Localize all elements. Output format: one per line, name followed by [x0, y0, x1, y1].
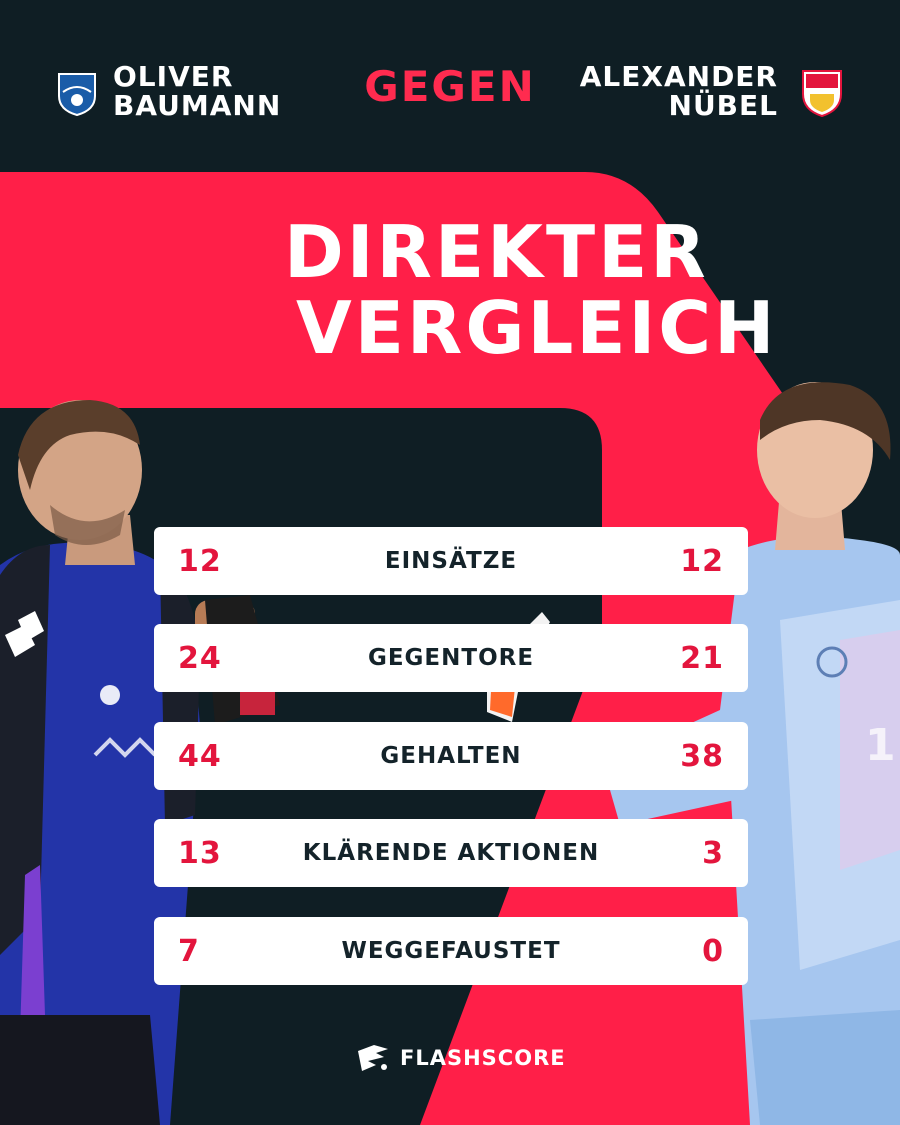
stat-left-value: 12	[178, 543, 222, 579]
stat-row-appearances: 12 EINSÄTZE 12	[154, 527, 748, 595]
stat-left-value: 13	[178, 835, 222, 871]
right-player-first-name: ALEXANDER	[579, 60, 778, 93]
stat-label: WEGGEFAUSTET	[341, 938, 561, 964]
page-title: DIREKTER VERGLEICH	[270, 210, 778, 370]
flashscore-logo-icon	[358, 1045, 388, 1071]
svg-text:1: 1	[865, 720, 896, 771]
stat-right-value: 3	[702, 835, 724, 871]
stat-label: EINSÄTZE	[384, 548, 518, 574]
stat-row-goals-conceded: 24 GEGENTORE 21	[154, 624, 748, 692]
stat-left-value: 44	[178, 738, 222, 774]
stat-label: KLÄRENDE AKTIONEN	[302, 840, 600, 866]
stat-label: GEGENTORE	[367, 645, 535, 671]
stat-row-punches: 7 WEGGEFAUSTET 0	[154, 917, 748, 985]
stat-row-clearances: 13 KLÄRENDE AKTIONEN 3	[154, 819, 748, 887]
stat-right-value: 12	[680, 543, 724, 579]
stat-right-value: 38	[680, 738, 724, 774]
brand-name: FLASHSCORE	[400, 1046, 566, 1070]
right-player-last-name: NÜBEL	[668, 89, 778, 122]
stat-left-value: 24	[178, 640, 222, 676]
left-player-last-name: BAUMANN	[113, 89, 282, 122]
stat-right-value: 0	[702, 933, 724, 969]
stat-right-value: 21	[680, 640, 724, 676]
stat-left-value: 7	[178, 933, 200, 969]
title-line-2: VERGLEICH	[296, 286, 778, 370]
right-player-name: ALEXANDER NÜBEL	[580, 62, 778, 120]
title-line-1: DIREKTER	[284, 210, 709, 294]
left-player-name: OLIVER BAUMANN	[113, 62, 281, 120]
stat-label: GEHALTEN	[380, 743, 522, 769]
versus-label: GEGEN	[364, 62, 536, 111]
stat-row-saves: 44 GEHALTEN 38	[154, 722, 748, 790]
hoffenheim-crest-icon	[58, 73, 96, 116]
left-player-first-name: OLIVER	[113, 60, 234, 93]
brand-footer: FLASHSCORE	[354, 1040, 566, 1076]
vfb-stuttgart-crest-icon	[802, 70, 842, 118]
left-player-photo	[0, 400, 280, 1125]
